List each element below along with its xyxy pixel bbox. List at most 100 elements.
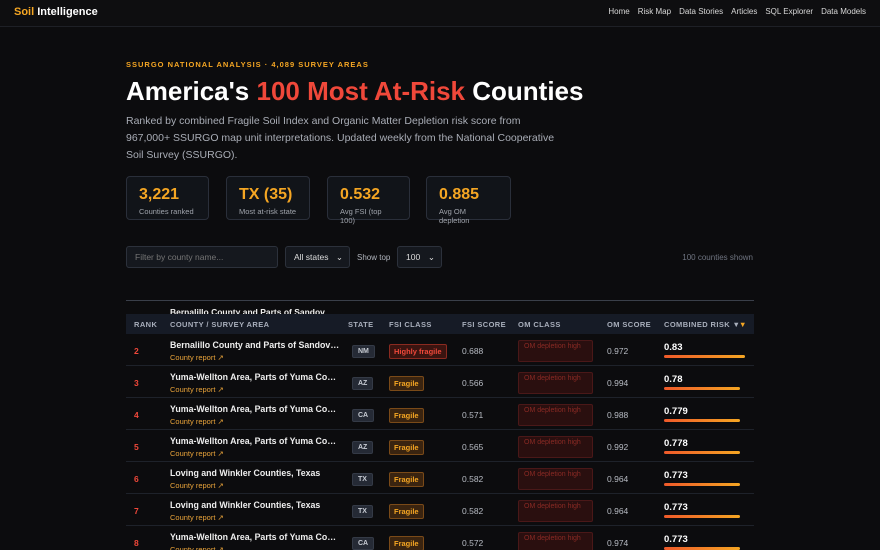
navbar: Soil Intelligence Home Risk Map Data Stori… bbox=[0, 0, 880, 27]
fsi-score: 0.566 bbox=[462, 378, 484, 388]
stat-card: 0.885 Avg OM depletion bbox=[426, 176, 511, 225]
stat-card: 0.532 Avg FSI (top 100) bbox=[327, 176, 410, 225]
column-header: FSI CLASS bbox=[389, 320, 432, 329]
rank: 7 bbox=[134, 506, 139, 516]
combined-score: 0.83 bbox=[664, 342, 683, 353]
table-row: 6 Loving and Winkler Counties, Texas Count… bbox=[126, 462, 754, 494]
om-badge: OM depletion high bbox=[518, 404, 593, 426]
table: Bernalillo County and Parts of Sandov RA… bbox=[126, 300, 754, 550]
column-header: STATE bbox=[348, 320, 374, 329]
column-header: OM SCORE bbox=[607, 320, 652, 329]
rank: 5 bbox=[134, 442, 139, 452]
risk-bar bbox=[664, 419, 741, 422]
select-text: All states bbox=[294, 252, 329, 262]
state-badge: AZ bbox=[352, 441, 374, 454]
brand-accent: Soil bbox=[14, 6, 35, 18]
county-link[interactable]: County report ↗ bbox=[170, 545, 224, 550]
county-link[interactable]: County report ↗ bbox=[170, 385, 224, 394]
table-row: 2 Bernalillo County and Parts of Sandov… C… bbox=[126, 334, 754, 366]
brand[interactable]: Soil Intelligence bbox=[14, 6, 98, 18]
nav-links: Home Risk Map Data Stories Articles SQL Expl… bbox=[608, 7, 866, 16]
stat-card: TX (35) Most at-risk state bbox=[226, 176, 310, 220]
fsi-badge: Fragile bbox=[389, 536, 424, 550]
om-score: 0.974 bbox=[607, 538, 629, 548]
nav-link[interactable]: Data Models bbox=[821, 7, 866, 16]
county-name: Yuma-Wellton Area, Parts of Yuma Co… bbox=[170, 436, 337, 446]
rank: 6 bbox=[134, 474, 139, 484]
state-badge: CA bbox=[352, 537, 375, 550]
risk-bar bbox=[664, 547, 740, 550]
nav-link[interactable]: Home bbox=[608, 7, 630, 16]
nav-link[interactable]: Risk Map bbox=[637, 7, 672, 16]
om-badge: OM depletion high bbox=[518, 436, 593, 458]
county-link[interactable]: County report ↗ bbox=[170, 417, 224, 426]
risk-bar bbox=[664, 387, 741, 390]
show-top-label: Show top bbox=[357, 253, 391, 262]
table-row: 5 Yuma-Wellton Area, Parts of Yuma Co… Cou… bbox=[126, 430, 754, 462]
county-name: Yuma-Wellton Area, Parts of Yuma Co… bbox=[170, 532, 337, 542]
combined-score: 0.779 bbox=[664, 406, 688, 417]
rank: 4 bbox=[134, 410, 139, 420]
stat-card: 3,221 Counties ranked bbox=[126, 176, 209, 220]
nav-link[interactable]: SQL Explorer bbox=[765, 7, 814, 16]
table-row: 8 Yuma-Wellton Area, Parts of Yuma Co… Cou… bbox=[126, 526, 754, 550]
county-link[interactable]: County report ↗ bbox=[170, 353, 224, 362]
om-badge: OM depletion high bbox=[518, 372, 593, 394]
risk-bar bbox=[664, 355, 746, 358]
state-badge: AZ bbox=[352, 377, 374, 390]
rank: 2 bbox=[134, 346, 139, 356]
fsi-score: 0.688 bbox=[462, 346, 484, 356]
county-link[interactable]: County report ↗ bbox=[170, 449, 224, 458]
state-badge: NM bbox=[352, 345, 375, 358]
title: America's 100 Most At-Risk Counties bbox=[126, 76, 583, 107]
om-score: 0.964 bbox=[607, 506, 629, 516]
county-link[interactable]: County report ↗ bbox=[170, 513, 224, 522]
column-header: FSI SCORE bbox=[462, 320, 507, 329]
table-row: 7 Loving and Winkler Counties, Texas Count… bbox=[126, 494, 754, 526]
stat-value: 0.885 bbox=[439, 186, 480, 203]
caret: ⌄ bbox=[335, 252, 343, 262]
combined-score: 0.778 bbox=[664, 438, 688, 449]
om-score: 0.972 bbox=[607, 346, 629, 356]
om-score: 0.988 bbox=[607, 410, 629, 420]
eyebrow: SSURGO NATIONAL ANALYSIS · 4,089 SURVEY … bbox=[126, 60, 369, 69]
combined-score: 0.773 bbox=[664, 470, 688, 481]
fsi-score: 0.582 bbox=[462, 474, 484, 484]
scrolled-row: Bernalillo County and Parts of Sandov bbox=[170, 307, 325, 317]
om-badge: OM depletion high bbox=[518, 340, 593, 362]
fsi-badge: Fragile bbox=[389, 440, 424, 455]
state-badge: CA bbox=[352, 409, 375, 422]
nav-link[interactable]: Data Stories bbox=[679, 7, 724, 16]
filter-input[interactable] bbox=[126, 246, 278, 268]
county-link[interactable]: County report ↗ bbox=[170, 481, 224, 490]
caret: ⌄ bbox=[427, 252, 435, 262]
om-badge: OM depletion high bbox=[518, 468, 593, 490]
stat-label: Most at-risk state bbox=[239, 207, 297, 216]
combined-score: 0.773 bbox=[664, 534, 688, 545]
sort-indicator: ▼ bbox=[739, 320, 747, 329]
top-select[interactable]: 100 ⌄ bbox=[397, 246, 442, 268]
combined-score: 0.78 bbox=[664, 374, 683, 385]
rank: 3 bbox=[134, 378, 139, 388]
om-score: 0.994 bbox=[607, 378, 629, 388]
risk-bar bbox=[664, 451, 741, 454]
risk-bar bbox=[664, 515, 740, 518]
table-row: 3 Yuma-Wellton Area, Parts of Yuma Co… Cou… bbox=[126, 366, 754, 398]
table-row: 4 Yuma-Wellton Area, Parts of Yuma Co… Cou… bbox=[126, 398, 754, 430]
select-text: 100 bbox=[406, 252, 421, 262]
fsi-badge: Fragile bbox=[389, 472, 424, 487]
brand-text: Intelligence bbox=[34, 6, 98, 18]
risk-bar bbox=[664, 483, 740, 486]
title-part: America's bbox=[126, 76, 257, 106]
state-select[interactable]: All states ⌄ bbox=[285, 246, 350, 268]
fsi-badge: Highly fragile bbox=[389, 344, 447, 359]
nav-link[interactable]: Articles bbox=[731, 7, 758, 16]
fsi-badge: Fragile bbox=[389, 408, 424, 423]
fsi-score: 0.582 bbox=[462, 506, 484, 516]
fsi-score: 0.565 bbox=[462, 442, 484, 452]
county-name: Loving and Winkler Counties, Texas bbox=[170, 468, 321, 478]
om-badge: OM depletion high bbox=[518, 500, 593, 522]
column-header[interactable]: COMBINED RISK ▼ bbox=[664, 320, 741, 329]
title-part: Counties bbox=[465, 76, 584, 106]
stat-value: 0.532 bbox=[340, 186, 381, 203]
